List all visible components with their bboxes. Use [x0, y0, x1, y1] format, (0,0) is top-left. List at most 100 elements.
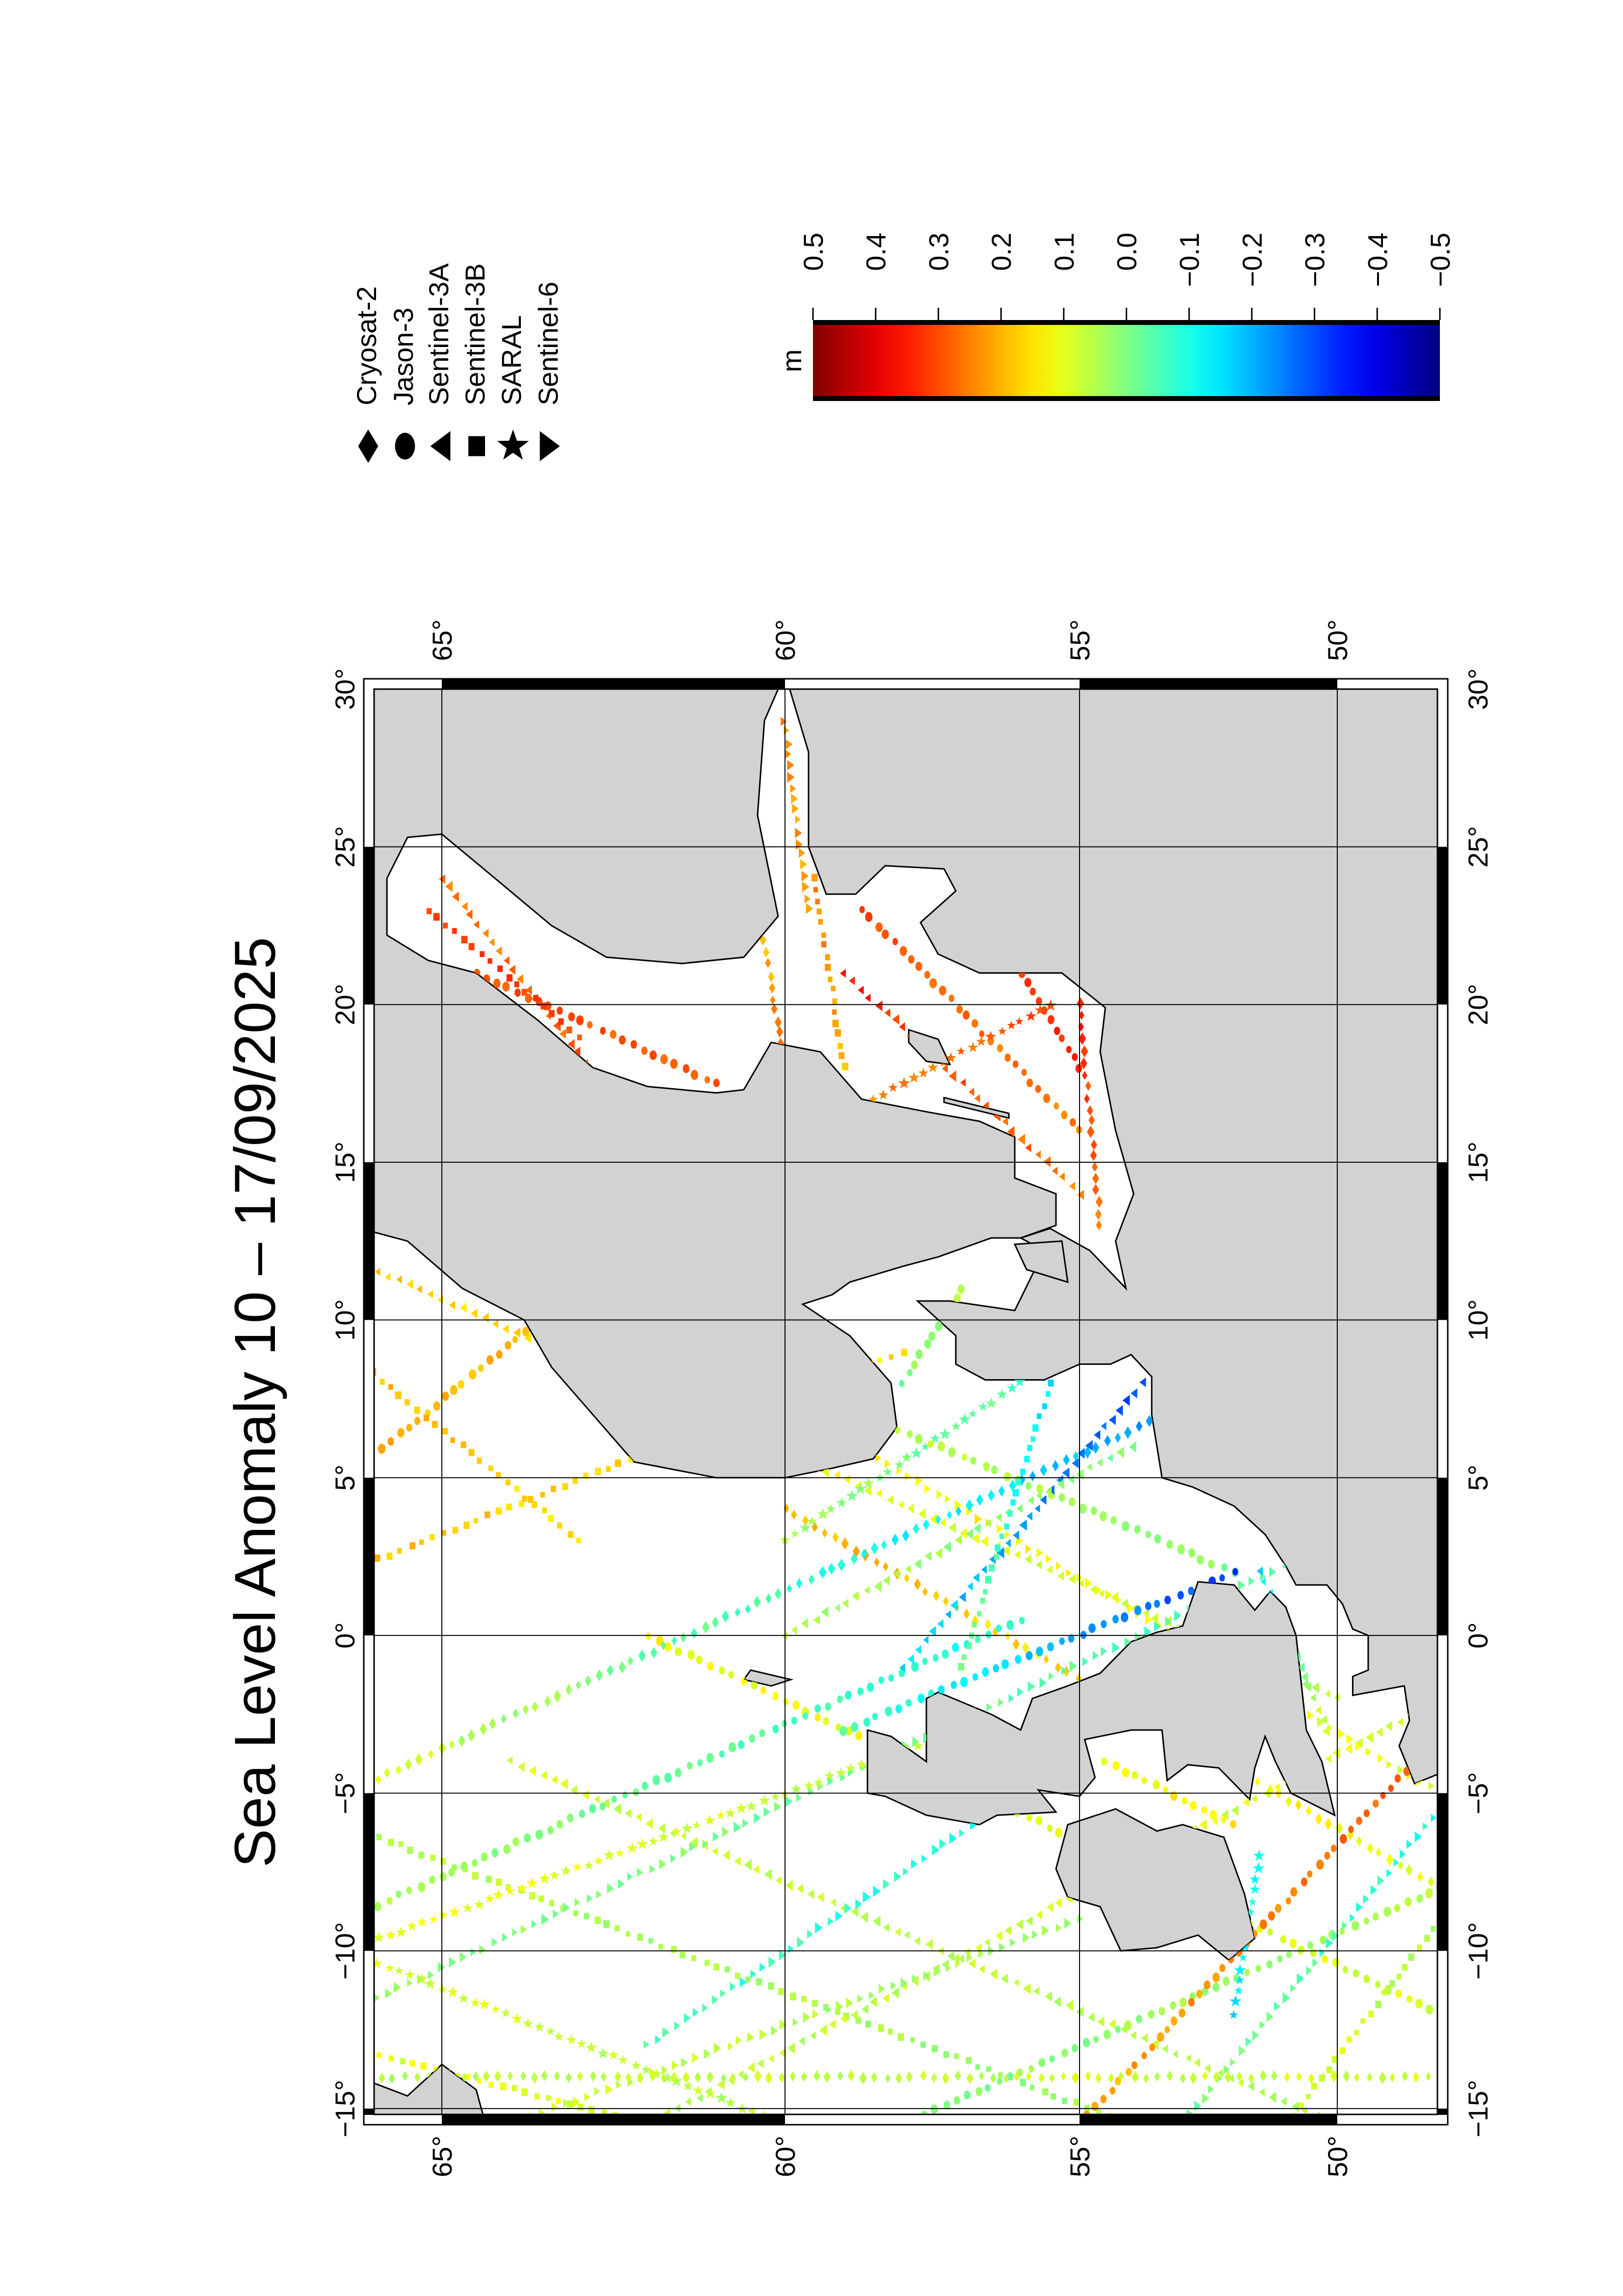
sla-point-circle [576, 1285, 582, 1293]
sla-point-diamond [649, 2072, 655, 2082]
sla-point-circle [690, 1069, 699, 1080]
sla-point-circle [1082, 2038, 1090, 2048]
sla-point-circle [1384, 1985, 1392, 1995]
sla-point-circle [664, 1642, 672, 1652]
sla-point-circle [1197, 1582, 1203, 1591]
sla-point-circle [964, 2090, 971, 2100]
sla-point-circle [932, 1654, 939, 1662]
sla-point-circle [802, 1712, 808, 1720]
sla-point-circle [1055, 1827, 1062, 1838]
sla-point-triangle-right [664, 1326, 672, 1337]
sla-point-triangle-left [624, 1808, 632, 1818]
sla-point-circle [568, 1012, 575, 1021]
sla-point-triangle-left [1298, 1662, 1305, 1673]
sla-point-diamond [606, 1664, 614, 1677]
sla-point-triangle-left [559, 1029, 566, 1039]
sla-point-triangle-left [1078, 1579, 1084, 1588]
sla-point-square [1062, 2097, 1067, 2104]
sla-point-circle [963, 1010, 970, 1020]
sla-point-triangle-right [750, 1970, 757, 1979]
sla-point-diamond [774, 1588, 782, 1600]
sla-point-square [496, 1472, 501, 1478]
sla-point-square [954, 2053, 959, 2059]
sla-point-circle [484, 1250, 490, 1258]
sla-point-triangle-left [812, 1462, 820, 1473]
sla-point-triangle-right [681, 2057, 688, 2068]
sla-point-circle [922, 1657, 928, 1665]
sla-point-triangle-right [693, 2008, 699, 2017]
sla-point-triangle-left [1345, 1743, 1352, 1754]
sla-point-triangle-right [900, 1977, 908, 1988]
sla-point-circle [1122, 1767, 1130, 1778]
colorbar-unit-label: m [776, 349, 807, 373]
sla-point-square [825, 954, 830, 961]
sla-point-triangle-left [785, 1879, 793, 1891]
sla-point-triangle-left [619, 1376, 626, 1387]
sla-point-square [614, 1925, 620, 1932]
sla-point-triangle-left [1005, 1539, 1011, 1548]
sla-point-circle [670, 1059, 678, 1069]
colorbar-tick-label: −0.4 [1362, 233, 1393, 287]
sla-point-circle [960, 1781, 967, 1790]
sla-point-triangle-left [757, 2058, 764, 2068]
sla-point-star [1014, 1376, 1025, 1387]
sla-point-square [1012, 1489, 1019, 1497]
sla-point-circle [939, 1770, 947, 1781]
sla-point-triangle-left [663, 1395, 671, 1406]
sla-point-triangle-left [576, 1355, 583, 1365]
sla-point-circle [1184, 1889, 1190, 1896]
sla-point-square [548, 1010, 555, 1017]
sla-point-star [572, 1862, 582, 1871]
sla-point-triangle-left [764, 1869, 772, 1880]
sla-point-diamond [1353, 2073, 1360, 2082]
sla-point-triangle-left [1271, 1598, 1277, 1608]
sla-point-square [400, 2058, 406, 2065]
sla-point-diamond [1190, 2072, 1197, 2084]
legend-label: Sentinel-3A [423, 263, 454, 405]
sla-point-circle [622, 1791, 628, 1799]
sla-point-square [1027, 1445, 1032, 1451]
sla-point-triangle-right [1269, 1566, 1276, 1577]
sla-point-square [704, 1959, 710, 1966]
sla-point-circle [1079, 1503, 1087, 1514]
sla-point-diamond [1367, 2072, 1373, 2082]
sla-point-triangle-left [1088, 2012, 1095, 2023]
sla-point-square [395, 1391, 402, 1399]
sla-point-square [452, 1864, 457, 1871]
sla-point-square [637, 1933, 644, 1941]
sla-point-triangle-right [637, 1868, 643, 1877]
sla-point-triangle-left [884, 1008, 891, 1017]
sla-point-triangle-right [352, 2003, 359, 2013]
sla-point-triangle-left [1131, 1388, 1137, 1399]
sla-point-triangle-right [1095, 1585, 1102, 1596]
sla-point-triangle-right [1350, 1914, 1355, 1922]
legend-label: Jason-3 [388, 308, 419, 405]
sla-point-circle [452, 1238, 458, 1245]
sla-point-triangle-right [979, 1814, 987, 1825]
sla-point-diamond [895, 2072, 902, 2084]
sla-point-triangle-left [947, 1950, 954, 1962]
lon-label-left: −5° [329, 1772, 360, 1814]
sla-point-triangle-right [1032, 1930, 1038, 1939]
sla-point-triangle-right [764, 1387, 770, 1395]
sla-point-circle [1068, 1497, 1076, 1507]
sla-point-triangle-right [1313, 1546, 1319, 1554]
sla-point-diamond [721, 2073, 727, 2083]
sla-point-square [344, 1821, 349, 1827]
sla-point-circle [993, 1664, 999, 1673]
sla-point-diamond [1417, 1871, 1424, 1882]
sla-point-triangle-left [1193, 2058, 1200, 2068]
sla-point-circle [938, 1685, 945, 1695]
sla-point-triangle-left [560, 1778, 568, 1790]
sla-point-star [395, 1926, 407, 1938]
sla-point-square [514, 981, 519, 988]
sla-point-diamond [1426, 2072, 1432, 2082]
sla-point-square [966, 1642, 972, 1650]
sla-point-square [472, 1872, 479, 1880]
sla-point-triangle-right [1105, 1589, 1112, 1601]
sla-point-circle [713, 1078, 720, 1088]
sla-point-square [725, 1966, 730, 1973]
sla-point-triangle-left [1325, 1754, 1331, 1763]
sla-point-square [832, 1019, 839, 1028]
sla-point-square [975, 2064, 980, 2070]
